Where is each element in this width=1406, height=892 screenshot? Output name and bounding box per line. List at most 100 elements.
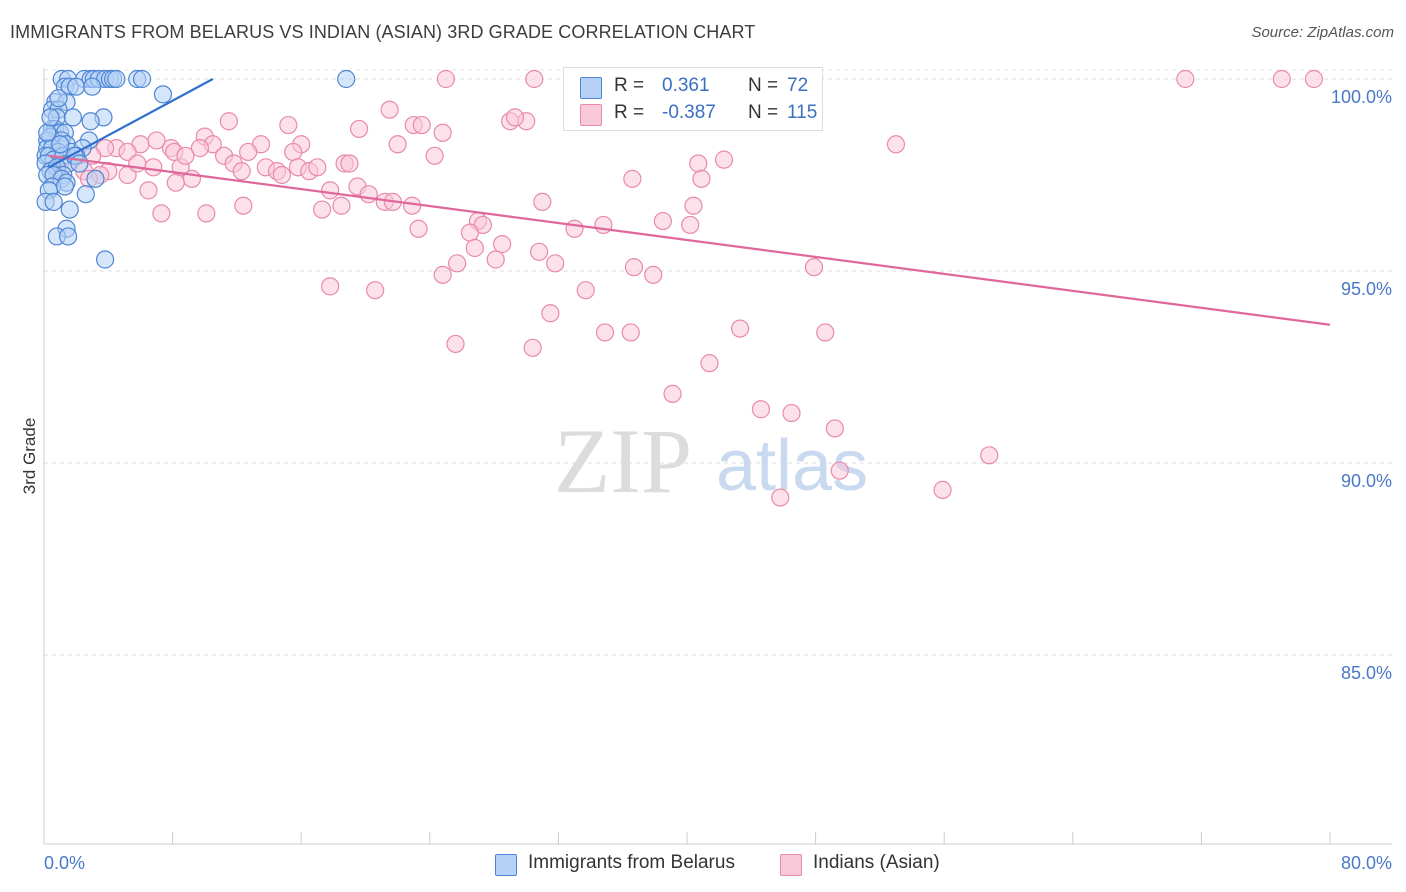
pink-swatch	[580, 104, 602, 126]
pink-point	[321, 181, 340, 200]
pink-point	[166, 173, 185, 192]
pink-point	[219, 112, 238, 131]
y-tick-label: 100.0%	[1331, 87, 1392, 107]
pink-point	[933, 480, 952, 499]
trend-lines	[48, 78, 1331, 326]
pink-point	[565, 219, 584, 238]
x-tick-label-max: 80.0%	[1341, 853, 1392, 873]
pink-point	[321, 277, 340, 296]
pink-point	[446, 334, 465, 354]
blue-point	[107, 69, 126, 89]
pink-point	[816, 323, 835, 342]
pink-point	[541, 304, 560, 323]
pink-point	[409, 219, 428, 238]
pink-point	[272, 165, 292, 185]
pink-point	[595, 323, 615, 342]
pink-point	[465, 238, 484, 258]
blue-swatch	[495, 854, 517, 876]
pink-point	[830, 461, 849, 480]
blue-point	[67, 77, 86, 96]
pink-point	[152, 204, 171, 223]
y-axis-label: 3rd Grade	[20, 418, 39, 495]
n-label: N =	[748, 75, 779, 96]
pink-point	[340, 154, 359, 173]
trend-line-indians	[48, 154, 1331, 326]
blue-point	[60, 200, 79, 219]
pink-point	[234, 196, 253, 215]
pink-point	[771, 488, 790, 507]
pink-point	[533, 192, 552, 211]
pink-point	[403, 196, 422, 215]
legend-label-belarus: Immigrants from Belarus	[528, 852, 735, 873]
y-tick-label: 90.0%	[1341, 471, 1392, 491]
pink-point	[433, 265, 452, 284]
pink-point	[312, 200, 332, 219]
blue-point	[95, 250, 115, 269]
pink-point	[1272, 69, 1291, 89]
blue-point	[41, 108, 60, 127]
pink-point	[594, 215, 613, 235]
r-value-indians: -0.387	[662, 102, 716, 123]
pink-point	[782, 403, 801, 423]
y-tick-labels: 100.0% 95.0% 90.0% 85.0%	[1331, 87, 1392, 683]
pink-point	[804, 258, 824, 277]
blue-point	[50, 135, 70, 154]
pink-point	[139, 181, 158, 200]
pink-point	[436, 69, 455, 89]
blue-point	[81, 112, 100, 131]
pink-point	[366, 281, 385, 300]
pink-swatch	[780, 854, 802, 876]
pink-point	[332, 196, 351, 215]
blue-point	[337, 69, 356, 89]
blue-point	[153, 85, 173, 104]
blue-point	[86, 169, 105, 188]
n-value-belarus: 72	[787, 75, 809, 96]
pink-point	[714, 150, 734, 169]
pink-point	[663, 384, 682, 403]
pink-point	[689, 154, 708, 173]
pink-point	[486, 250, 505, 269]
pink-point	[1176, 69, 1195, 89]
pink-point	[128, 154, 147, 173]
pink-point	[684, 196, 703, 215]
trend-line-belarus	[48, 78, 214, 169]
pink-point	[730, 319, 750, 338]
pink-point	[653, 211, 672, 231]
pink-point	[388, 135, 407, 154]
pink-point	[623, 169, 642, 188]
pink-point	[197, 204, 216, 223]
pink-point	[279, 115, 298, 135]
pink-point	[523, 338, 542, 357]
y-tick-label: 95.0%	[1341, 279, 1392, 299]
pink-point	[530, 242, 549, 261]
n-label: N =	[748, 102, 779, 123]
pink-point	[621, 323, 640, 342]
pink-point	[1304, 69, 1324, 89]
blue-point	[70, 154, 89, 173]
pink-point	[425, 146, 444, 165]
n-value-indians: 115	[787, 102, 818, 123]
pink-point	[505, 108, 525, 127]
pink-point	[624, 258, 644, 277]
pink-point	[692, 169, 711, 188]
pink-point	[144, 158, 163, 177]
pink-point	[190, 139, 210, 158]
stats-legend: R = 0.361 N = 72 R = -0.387 N = 115	[563, 67, 823, 131]
pink-point	[448, 254, 467, 273]
pink-point	[525, 69, 544, 89]
pink-point	[284, 142, 303, 162]
pink-point	[886, 135, 906, 154]
blue-point	[76, 185, 95, 204]
pink-point	[460, 223, 480, 242]
pink-point	[176, 146, 195, 165]
blue-swatch	[580, 77, 602, 99]
watermark-zip: ZIP	[554, 410, 692, 512]
blue-point	[44, 192, 63, 211]
x-tick-marks	[43, 832, 1331, 844]
chart-title: IMMIGRANTS FROM BELARUS VS INDIAN (ASIAN…	[10, 22, 756, 42]
r-label: R =	[614, 102, 645, 123]
pink-point	[349, 119, 369, 139]
blue-point	[63, 108, 83, 127]
pink-point	[980, 446, 999, 465]
